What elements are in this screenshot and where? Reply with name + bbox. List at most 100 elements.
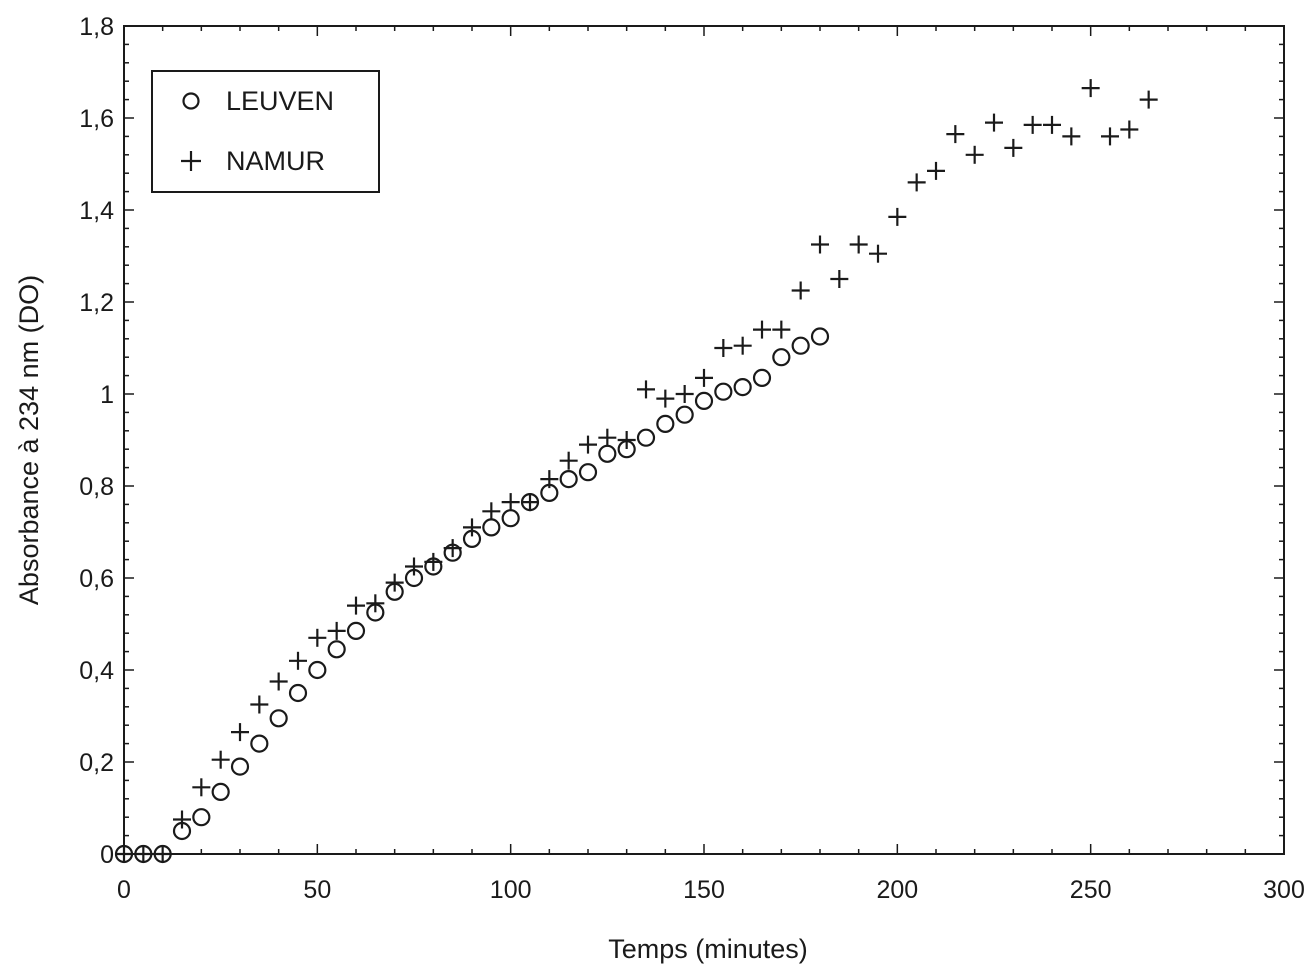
data-point-namur (347, 596, 365, 615)
data-point-leuven (714, 382, 733, 401)
legend-circle-marker (182, 92, 200, 110)
data-point-namur (849, 235, 868, 254)
data-point-namur (927, 161, 945, 180)
data-point-namur (1062, 127, 1081, 146)
data-point-namur (907, 173, 926, 192)
data-point-namur (385, 573, 404, 592)
x-tick-label: 50 (303, 876, 331, 904)
data-point-namur (211, 750, 230, 769)
y-tick-label: 1,8 (79, 13, 114, 41)
data-point-namur (791, 281, 810, 300)
data-point-namur (772, 320, 791, 339)
y-tick-label: 0,8 (79, 473, 114, 501)
data-point-namur (637, 380, 655, 399)
data-point-namur (231, 723, 249, 742)
data-point-leuven (656, 414, 675, 433)
data-point-leuven (346, 621, 366, 641)
data-point-namur (173, 810, 191, 829)
data-point-namur (579, 435, 597, 454)
y-tick-label: 1,4 (79, 197, 114, 225)
x-tick-label: 150 (683, 876, 725, 904)
data-point-leuven (598, 444, 617, 463)
data-point-namur (965, 145, 984, 164)
y-tick-label: 0,2 (79, 749, 114, 777)
data-point-namur (656, 389, 675, 408)
data-point-namur (888, 207, 907, 226)
x-axis-title: Temps (minutes) (608, 934, 808, 964)
data-point-namur (598, 428, 617, 447)
series-namur (115, 79, 1158, 863)
data-point-leuven (211, 782, 230, 802)
legend-box (151, 70, 380, 193)
data-point-leuven (230, 757, 250, 776)
y-tick-label: 1 (100, 381, 114, 409)
data-point-leuven (482, 518, 501, 537)
data-point-namur (192, 778, 211, 797)
y-tick-label: 1,6 (79, 105, 114, 133)
y-tick-label: 0,4 (79, 657, 114, 685)
data-point-namur (443, 539, 462, 558)
data-point-namur (327, 621, 346, 640)
data-point-namur (501, 493, 520, 512)
data-point-leuven (636, 428, 656, 447)
data-point-namur (405, 557, 423, 576)
data-point-namur (617, 431, 636, 449)
y-tick-label: 0,6 (79, 565, 114, 593)
data-point-namur (985, 113, 1003, 132)
data-point-namur (308, 628, 327, 647)
data-point-namur (714, 339, 733, 357)
data-point-namur (153, 845, 172, 863)
data-point-namur (869, 244, 887, 263)
data-point-leuven (250, 734, 269, 753)
legend-plus-marker (181, 151, 201, 171)
data-point-leuven (772, 348, 791, 367)
data-point-leuven (559, 470, 578, 489)
data-point-namur (115, 845, 133, 863)
data-point-namur (289, 651, 307, 670)
data-point-leuven (192, 808, 211, 827)
x-tick-label: 250 (1070, 876, 1112, 904)
data-point-leuven (694, 391, 714, 410)
x-tick-label: 100 (490, 876, 532, 904)
data-point-namur (1004, 138, 1023, 157)
data-point-leuven (752, 368, 772, 387)
data-point-namur (946, 125, 965, 144)
x-tick-label: 200 (876, 876, 918, 904)
y-axis-title: Absorbance à 234 nm (DO) (14, 275, 44, 605)
data-point-namur (1120, 120, 1139, 139)
data-point-leuven (810, 327, 830, 346)
data-point-namur (134, 845, 153, 863)
legend: LEUVEN NAMUR (151, 70, 380, 193)
data-point-namur (675, 385, 694, 403)
data-point-namur (1081, 79, 1100, 98)
data-point-namur (250, 695, 269, 714)
data-point-namur (733, 336, 752, 355)
data-point-namur (521, 493, 539, 512)
data-point-namur (811, 235, 829, 254)
legend-label-namur: NAMUR (226, 146, 325, 176)
data-point-namur (753, 320, 771, 339)
data-point-leuven (308, 660, 327, 680)
legend-label-leuven: LEUVEN (226, 86, 334, 116)
series-leuven (114, 327, 830, 864)
data-point-leuven (791, 336, 810, 355)
data-point-namur (540, 470, 559, 489)
data-point-namur (1139, 90, 1158, 109)
y-tick-label: 1,2 (79, 289, 114, 317)
x-tick-label: 0 (117, 876, 131, 904)
data-point-leuven (288, 683, 308, 703)
data-points (114, 79, 1158, 864)
data-point-leuven (269, 709, 288, 728)
data-point-namur (830, 270, 849, 288)
data-point-namur (1023, 115, 1042, 134)
data-point-namur (559, 451, 578, 470)
data-point-leuven (327, 640, 346, 659)
y-tick-label: 0 (100, 841, 114, 869)
data-point-leuven (578, 463, 598, 482)
data-point-leuven (733, 378, 752, 397)
data-point-namur (366, 594, 385, 613)
data-point-namur (269, 672, 288, 691)
data-point-namur (1101, 127, 1119, 146)
data-point-namur (1043, 115, 1061, 134)
